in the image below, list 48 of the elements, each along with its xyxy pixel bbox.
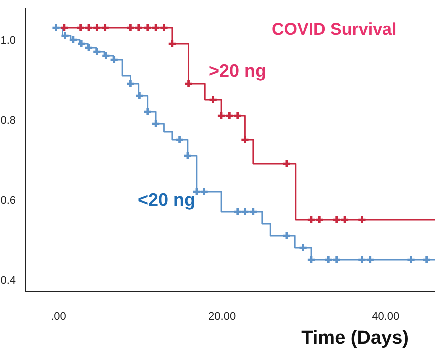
point (325, 256, 332, 264)
point (316, 216, 324, 224)
point (210, 96, 217, 104)
x-tick-label: 40.00 (372, 310, 400, 323)
point (160, 24, 168, 32)
series-label: <20 ng (138, 190, 196, 211)
point (62, 32, 69, 40)
y-tick-label: 0.8 (0, 114, 16, 127)
point (366, 256, 374, 264)
point (102, 24, 109, 32)
y-tick-label: 1.0 (0, 34, 16, 47)
point (423, 256, 430, 264)
point (242, 208, 249, 216)
point (135, 24, 142, 32)
point (333, 256, 340, 264)
y-tick-label: 0.6 (0, 194, 16, 207)
point (234, 208, 242, 216)
x-axis-title: Time (Days) (302, 328, 409, 349)
point (234, 112, 242, 120)
point (78, 40, 86, 48)
point (94, 48, 101, 56)
point (168, 40, 176, 48)
point (358, 216, 366, 224)
point (52, 24, 60, 32)
point (127, 24, 134, 32)
point (94, 24, 101, 32)
x-tick-label: 20.00 (208, 310, 236, 323)
point (226, 112, 234, 120)
point (102, 52, 110, 60)
point (176, 136, 184, 144)
point (408, 256, 415, 264)
point (144, 24, 152, 32)
point (200, 188, 208, 196)
series-label: >20 ng (209, 61, 267, 82)
point (77, 24, 84, 32)
point (358, 256, 366, 264)
point (136, 92, 144, 100)
point (242, 136, 249, 144)
text: COVID Survival (272, 20, 397, 40)
point (185, 80, 192, 88)
x-tick-label: .00 (51, 310, 66, 323)
point (144, 108, 152, 116)
point (127, 80, 134, 88)
point (110, 56, 118, 64)
point (250, 208, 257, 216)
y-tick-label: 0.4 (0, 274, 16, 287)
point (300, 244, 307, 252)
point (333, 216, 340, 224)
